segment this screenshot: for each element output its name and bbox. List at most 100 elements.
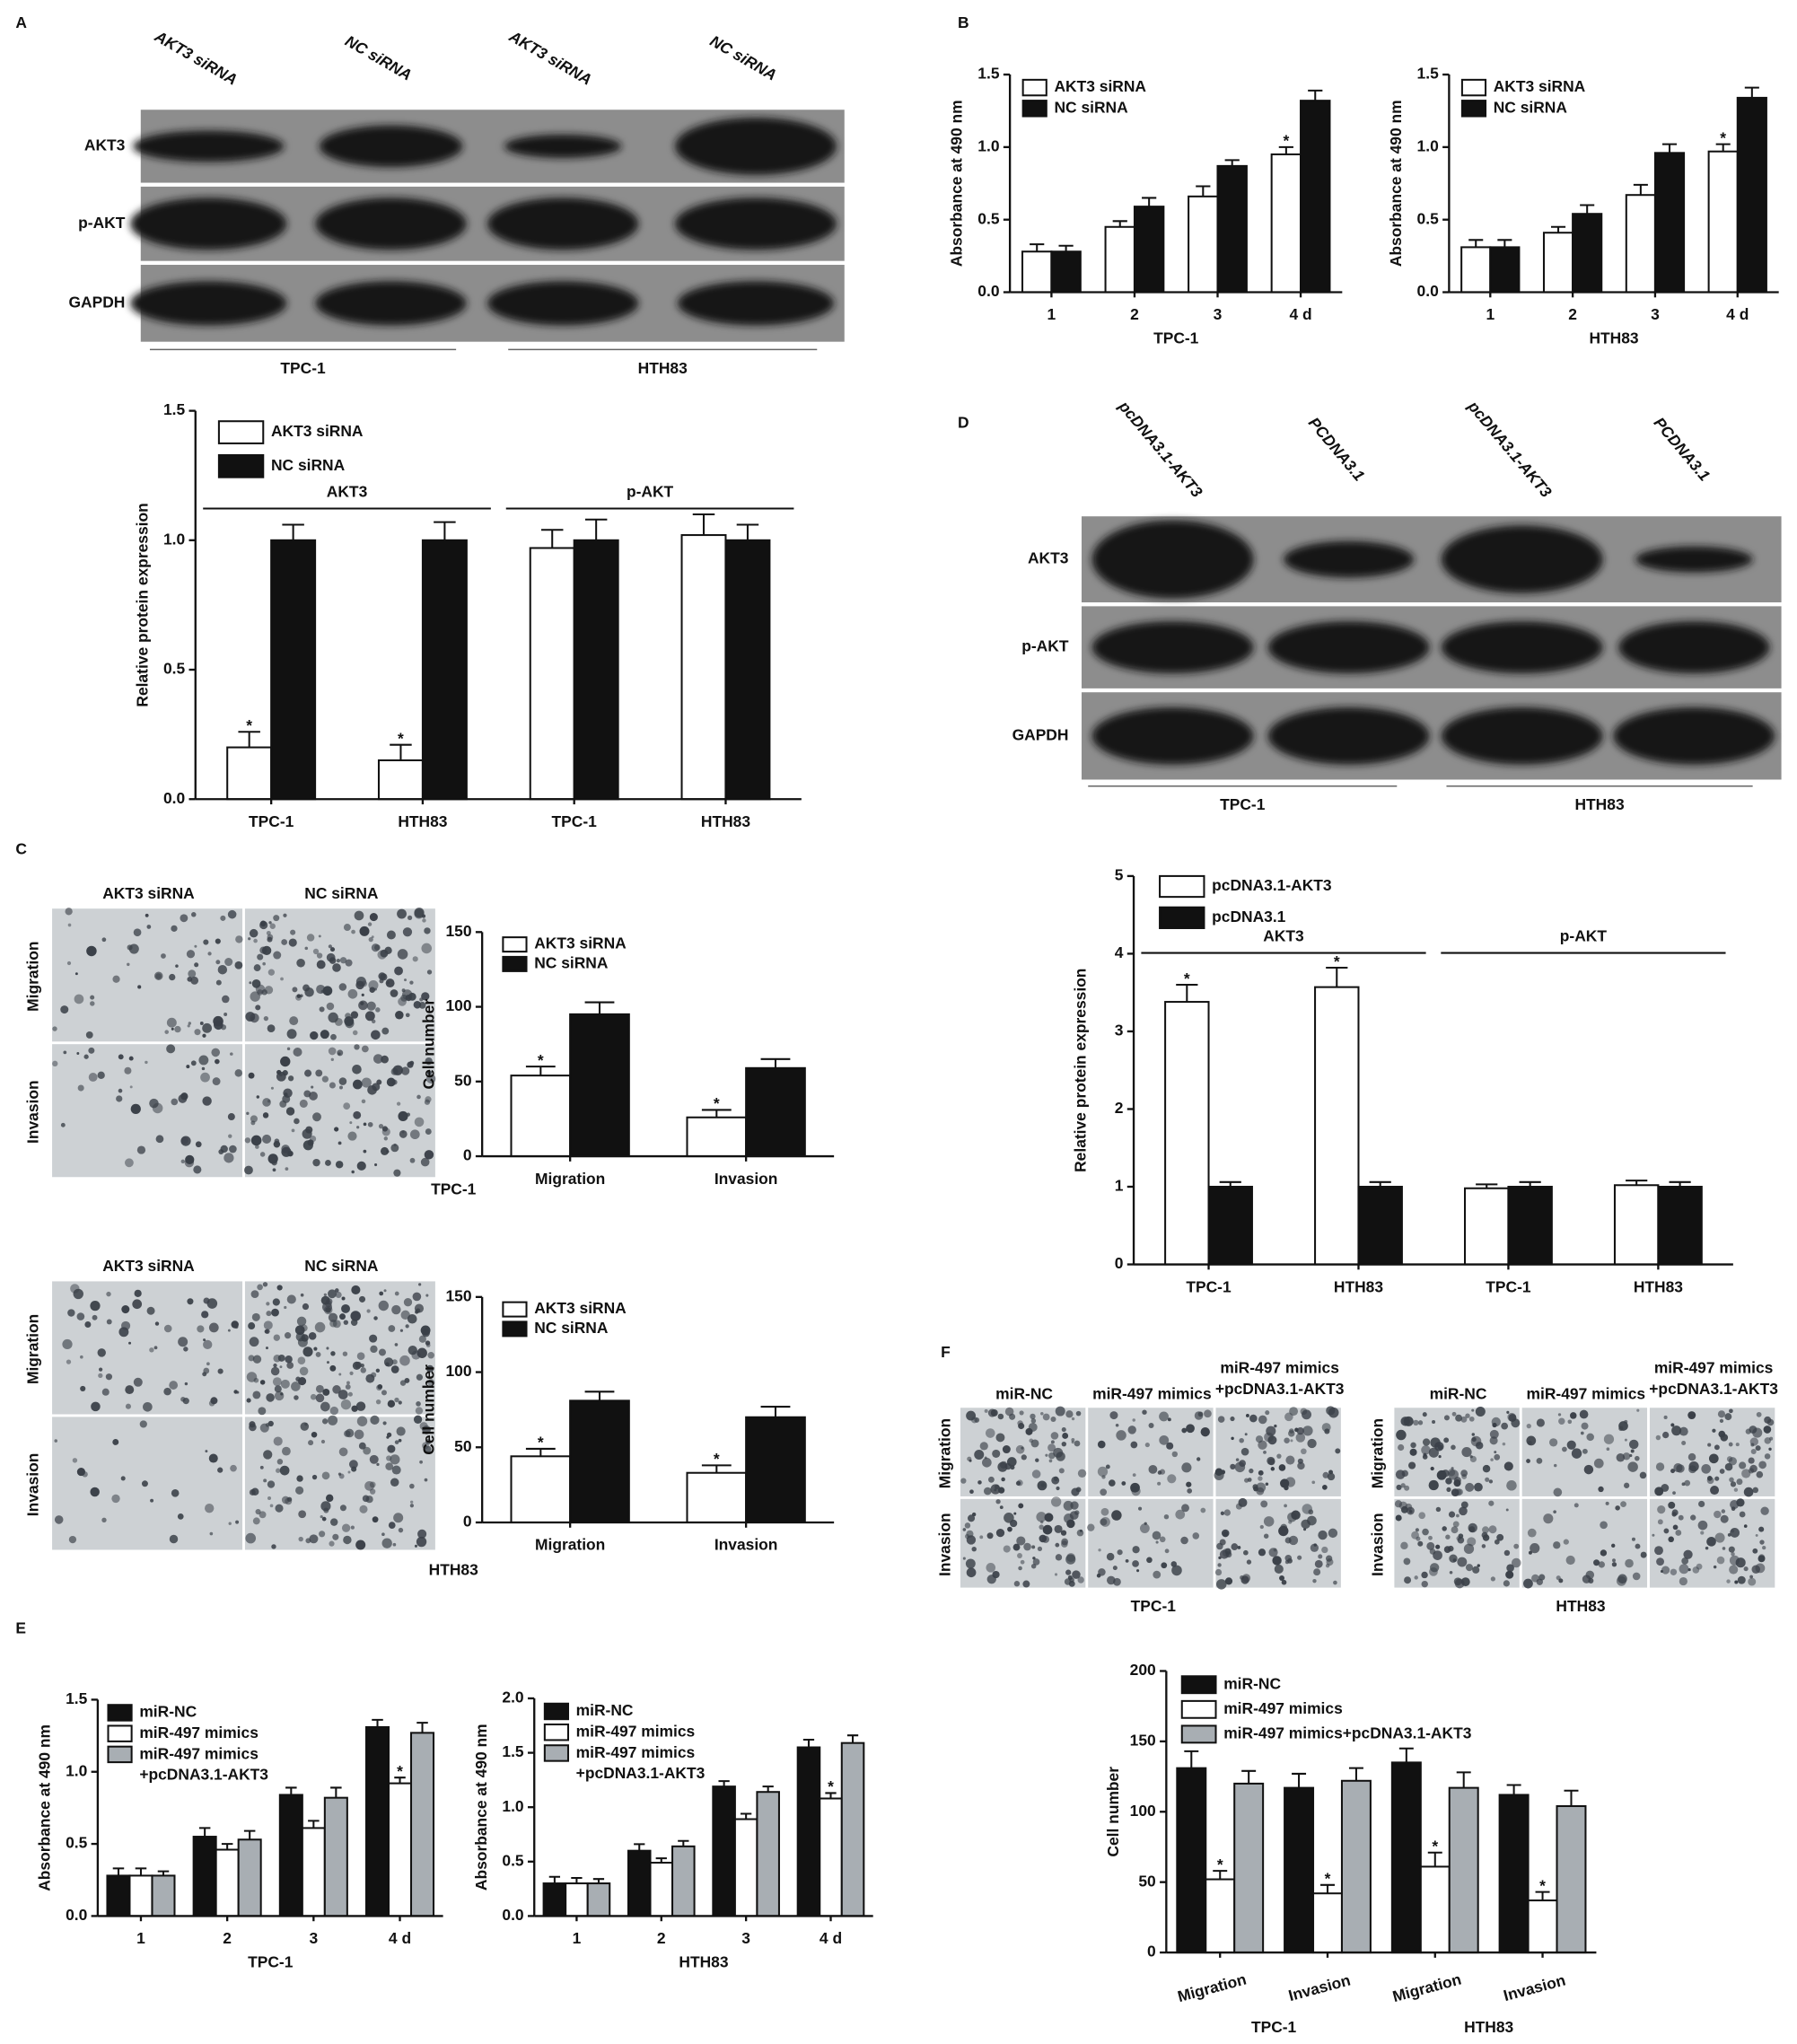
cell bbox=[217, 1467, 224, 1473]
blot-band bbox=[1635, 546, 1753, 573]
cell bbox=[269, 1504, 274, 1508]
cell bbox=[1050, 1432, 1059, 1440]
x-tick-label: 4 d bbox=[1726, 305, 1749, 323]
cell bbox=[201, 1066, 206, 1071]
bar bbox=[724, 539, 771, 801]
error-bar bbox=[390, 743, 412, 760]
cell bbox=[404, 978, 407, 982]
bar bbox=[151, 1874, 176, 1917]
error-bar bbox=[243, 1829, 256, 1840]
y-tick-label: 0.0 bbox=[66, 1906, 87, 1924]
cell bbox=[371, 1019, 376, 1024]
cell bbox=[977, 1480, 982, 1485]
legend-swatch bbox=[217, 453, 265, 478]
cell bbox=[88, 1047, 95, 1054]
cell bbox=[251, 1312, 260, 1321]
bar bbox=[1216, 164, 1248, 294]
cell bbox=[1598, 1561, 1605, 1568]
cell bbox=[1284, 1537, 1292, 1544]
legend-swatch bbox=[543, 1744, 569, 1762]
cell bbox=[1403, 1557, 1411, 1566]
cell bbox=[383, 1357, 394, 1367]
cell bbox=[393, 1513, 404, 1523]
cell bbox=[190, 976, 199, 985]
cell bbox=[400, 1310, 410, 1320]
blot-lane-label: PCDNA3.1 bbox=[1651, 414, 1714, 485]
cell bbox=[343, 1535, 352, 1545]
significance: * bbox=[1432, 1838, 1438, 1855]
cell bbox=[248, 1072, 255, 1079]
legend-swatch bbox=[1021, 100, 1048, 118]
cell bbox=[1062, 1433, 1069, 1439]
cell bbox=[398, 1438, 402, 1443]
cell bbox=[382, 1421, 387, 1426]
cell bbox=[259, 920, 267, 927]
cell bbox=[1506, 1564, 1514, 1573]
cell bbox=[1624, 1419, 1628, 1424]
cell bbox=[1549, 1438, 1558, 1447]
cell bbox=[116, 1095, 123, 1102]
blot-band bbox=[504, 134, 622, 158]
y-tick-label: 0.5 bbox=[1417, 209, 1440, 227]
cell bbox=[1474, 1482, 1483, 1492]
cell bbox=[1400, 1483, 1406, 1488]
cell bbox=[1117, 1549, 1123, 1556]
bar bbox=[1284, 1786, 1315, 1954]
cell bbox=[228, 1522, 232, 1525]
cell bbox=[54, 1439, 58, 1443]
cell bbox=[1600, 1549, 1608, 1557]
cell bbox=[396, 1101, 401, 1106]
bar bbox=[733, 1818, 758, 1917]
y-tick-label: 0.5 bbox=[66, 1834, 88, 1852]
y-axis-label: Absorbance at 490 nm bbox=[1387, 100, 1405, 267]
significance: * bbox=[398, 729, 404, 747]
cell bbox=[1729, 1408, 1733, 1414]
cell bbox=[987, 1476, 995, 1483]
cell bbox=[284, 1332, 292, 1339]
cell bbox=[273, 1354, 282, 1363]
cell bbox=[269, 923, 276, 929]
bar bbox=[192, 1836, 217, 1917]
cell bbox=[1404, 1485, 1410, 1491]
cell bbox=[1737, 1575, 1746, 1584]
cell bbox=[354, 910, 364, 921]
blot-band bbox=[1091, 520, 1254, 599]
error-bar bbox=[1497, 239, 1512, 248]
cell bbox=[381, 1532, 385, 1537]
cell bbox=[338, 1447, 348, 1457]
cell bbox=[171, 925, 178, 932]
cell bbox=[1247, 1478, 1252, 1482]
legend-swatch bbox=[502, 955, 528, 972]
cell bbox=[230, 1464, 237, 1472]
cell bbox=[302, 1347, 313, 1357]
cell bbox=[1768, 1447, 1772, 1452]
cell bbox=[267, 1420, 274, 1427]
cell bbox=[1039, 1524, 1044, 1530]
cell bbox=[1259, 1524, 1264, 1530]
significance: * bbox=[1325, 1870, 1331, 1888]
cell bbox=[270, 1366, 280, 1376]
cell bbox=[1328, 1407, 1339, 1418]
y-tick-label: 0.0 bbox=[977, 282, 999, 300]
cell bbox=[391, 1359, 398, 1365]
cell bbox=[1404, 1576, 1412, 1584]
cell bbox=[166, 1044, 176, 1054]
cell bbox=[1605, 1501, 1609, 1505]
cell bbox=[964, 1522, 971, 1529]
cell bbox=[370, 1415, 380, 1425]
cell bbox=[1021, 1454, 1027, 1461]
cell bbox=[248, 1355, 255, 1362]
cell bbox=[366, 1309, 371, 1313]
cell bbox=[337, 1390, 348, 1399]
cell bbox=[329, 1540, 335, 1547]
cell bbox=[314, 1321, 326, 1333]
cell bbox=[395, 1011, 404, 1020]
error-bar bbox=[1661, 143, 1678, 154]
panel-label: D bbox=[958, 414, 969, 432]
error-bar bbox=[525, 1447, 556, 1457]
cell bbox=[1284, 1485, 1289, 1491]
cell bbox=[300, 1293, 304, 1297]
cell bbox=[321, 1471, 330, 1480]
legend-label: miR-497 mimics+pcDNA3.1-AKT3 bbox=[1223, 1724, 1471, 1742]
cell bbox=[1456, 1536, 1461, 1541]
